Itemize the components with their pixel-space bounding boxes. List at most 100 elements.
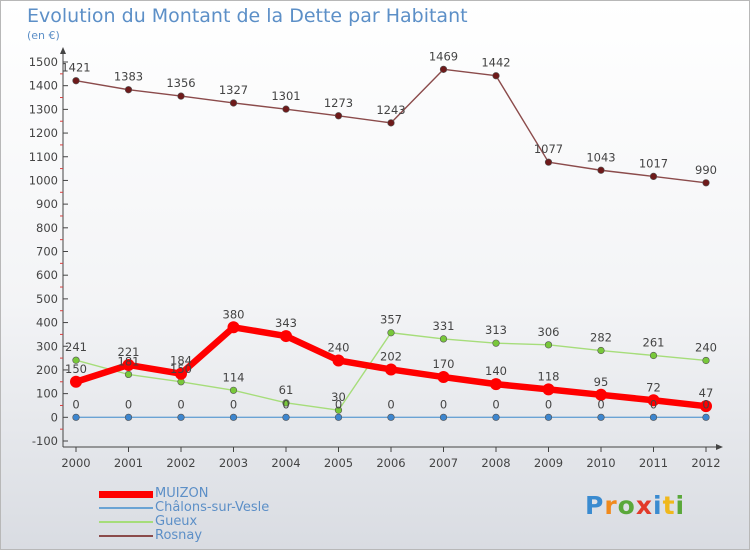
y-tick-label: 1100 [29, 150, 58, 164]
brand-letter: i [675, 491, 686, 520]
data-label-muizon: 380 [223, 307, 245, 321]
data-point-chalons-sur-vesle [597, 413, 605, 421]
y-tick-label: 700 [36, 245, 58, 259]
data-point-rosnay [387, 119, 395, 127]
data-point-muizon [280, 330, 292, 343]
data-label-chalons-sur-vesle: 0 [335, 397, 342, 411]
y-tick-label: 900 [36, 197, 58, 211]
data-point-muizon [227, 321, 240, 334]
data-label-gueux: 150 [170, 362, 192, 376]
data-point-rosnay [702, 179, 710, 187]
chart-title: Evolution du Montant de la Dette par Hab… [27, 5, 468, 27]
data-point-chalons-sur-vesle [124, 413, 133, 421]
data-point-gueux [282, 399, 290, 407]
y-tick-label: 1500 [29, 55, 58, 69]
legend: MUIZON Châlons-sur-Vesle Gueux Rosnay [99, 487, 269, 543]
data-point-chalons-sur-vesle [649, 413, 658, 421]
data-point-gueux [492, 339, 500, 347]
data-point-muizon [175, 367, 187, 380]
x-tick-label: 2009 [534, 456, 563, 470]
legend-swatch [99, 490, 153, 498]
data-label-gueux: 282 [590, 331, 612, 345]
data-label-muizon: 118 [538, 369, 560, 383]
legend-label: Rosnay [155, 528, 203, 543]
data-point-gueux [387, 329, 395, 337]
y-tick-label: 1300 [29, 102, 58, 116]
y-axis-arrow [60, 47, 66, 54]
data-label-chalons-sur-vesle: 0 [387, 397, 394, 411]
data-point-chalons-sur-vesle [702, 413, 710, 421]
data-label-chalons-sur-vesle: 0 [650, 397, 657, 411]
legend-swatch [99, 535, 153, 537]
y-tick-label: 200 [36, 363, 58, 377]
brand-letter: t [662, 491, 676, 520]
brand-letter: r [604, 491, 618, 520]
data-label-chalons-sur-vesle: 0 [177, 397, 184, 411]
data-label-muizon: 170 [433, 357, 455, 371]
data-label-gueux: 30 [331, 390, 346, 404]
data-label-rosnay: 1356 [166, 76, 195, 90]
data-point-gueux [439, 335, 448, 343]
x-tick-label: 2001 [114, 456, 143, 470]
data-label-gueux: 357 [380, 313, 402, 327]
data-point-rosnay [177, 92, 185, 100]
data-point-chalons-sur-vesle [72, 413, 80, 421]
brand-letter: x [635, 491, 653, 520]
y-tick-label: 600 [36, 268, 58, 282]
data-label-rosnay: 1442 [481, 56, 510, 70]
data-label-gueux: 181 [118, 354, 140, 368]
data-label-rosnay: 1469 [429, 49, 458, 63]
data-label-gueux: 114 [223, 370, 245, 384]
data-point-rosnay [439, 65, 448, 73]
data-point-chalons-sur-vesle [439, 413, 448, 421]
data-point-rosnay [597, 166, 605, 174]
y-tick-label: 500 [36, 292, 58, 306]
data-point-muizon [647, 394, 660, 407]
data-label-gueux: 331 [433, 319, 455, 333]
legend-item-chalons-sur-vesle: Châlons-sur-Vesle [99, 501, 269, 515]
data-point-rosnay [649, 172, 658, 181]
x-tick-label: 2010 [586, 456, 615, 470]
data-point-gueux [334, 406, 343, 414]
data-label-muizon: 95 [594, 375, 609, 389]
data-point-muizon [437, 371, 450, 384]
data-label-muizon: 72 [646, 380, 661, 394]
data-label-muizon: 184 [170, 354, 192, 368]
legend-swatch [99, 521, 153, 523]
data-point-muizon [700, 400, 712, 413]
y-tick-label: 400 [36, 316, 58, 330]
data-point-rosnay [229, 99, 238, 107]
data-point-rosnay [334, 112, 343, 120]
data-label-gueux: 306 [538, 325, 560, 339]
data-point-muizon [490, 378, 502, 391]
data-label-rosnay: 1383 [114, 70, 143, 84]
data-label-gueux: 241 [65, 340, 87, 354]
x-axis-arrow [716, 444, 723, 450]
data-label-rosnay: 1017 [639, 156, 668, 170]
y-tick-label: 800 [36, 221, 58, 235]
data-point-chalons-sur-vesle [334, 413, 343, 421]
data-label-chalons-sur-vesle: 0 [125, 397, 132, 411]
data-label-gueux: 61 [279, 383, 294, 397]
data-label-rosnay: 1273 [324, 96, 353, 110]
data-label-chalons-sur-vesle: 0 [282, 397, 289, 411]
data-label-chalons-sur-vesle: 0 [72, 397, 79, 411]
y-tick-label: 0 [51, 410, 58, 424]
x-tick-label: 2005 [324, 456, 353, 470]
data-point-muizon [332, 354, 345, 367]
x-tick-label: 2008 [481, 456, 510, 470]
x-tick-label: 2000 [61, 456, 90, 470]
brand-logo: Proxiti [585, 491, 685, 520]
data-label-muizon: 221 [118, 345, 140, 359]
data-label-chalons-sur-vesle: 0 [545, 397, 552, 411]
y-tick-label: 1400 [29, 79, 58, 93]
data-point-chalons-sur-vesle [229, 413, 238, 421]
brand-letter: o [617, 491, 636, 520]
legend-item-muizon: MUIZON [99, 487, 269, 501]
data-point-chalons-sur-vesle [177, 413, 185, 421]
data-label-muizon: 343 [275, 316, 297, 330]
legend-item-rosnay: Rosnay [99, 529, 269, 543]
data-label-muizon: 202 [380, 349, 402, 363]
